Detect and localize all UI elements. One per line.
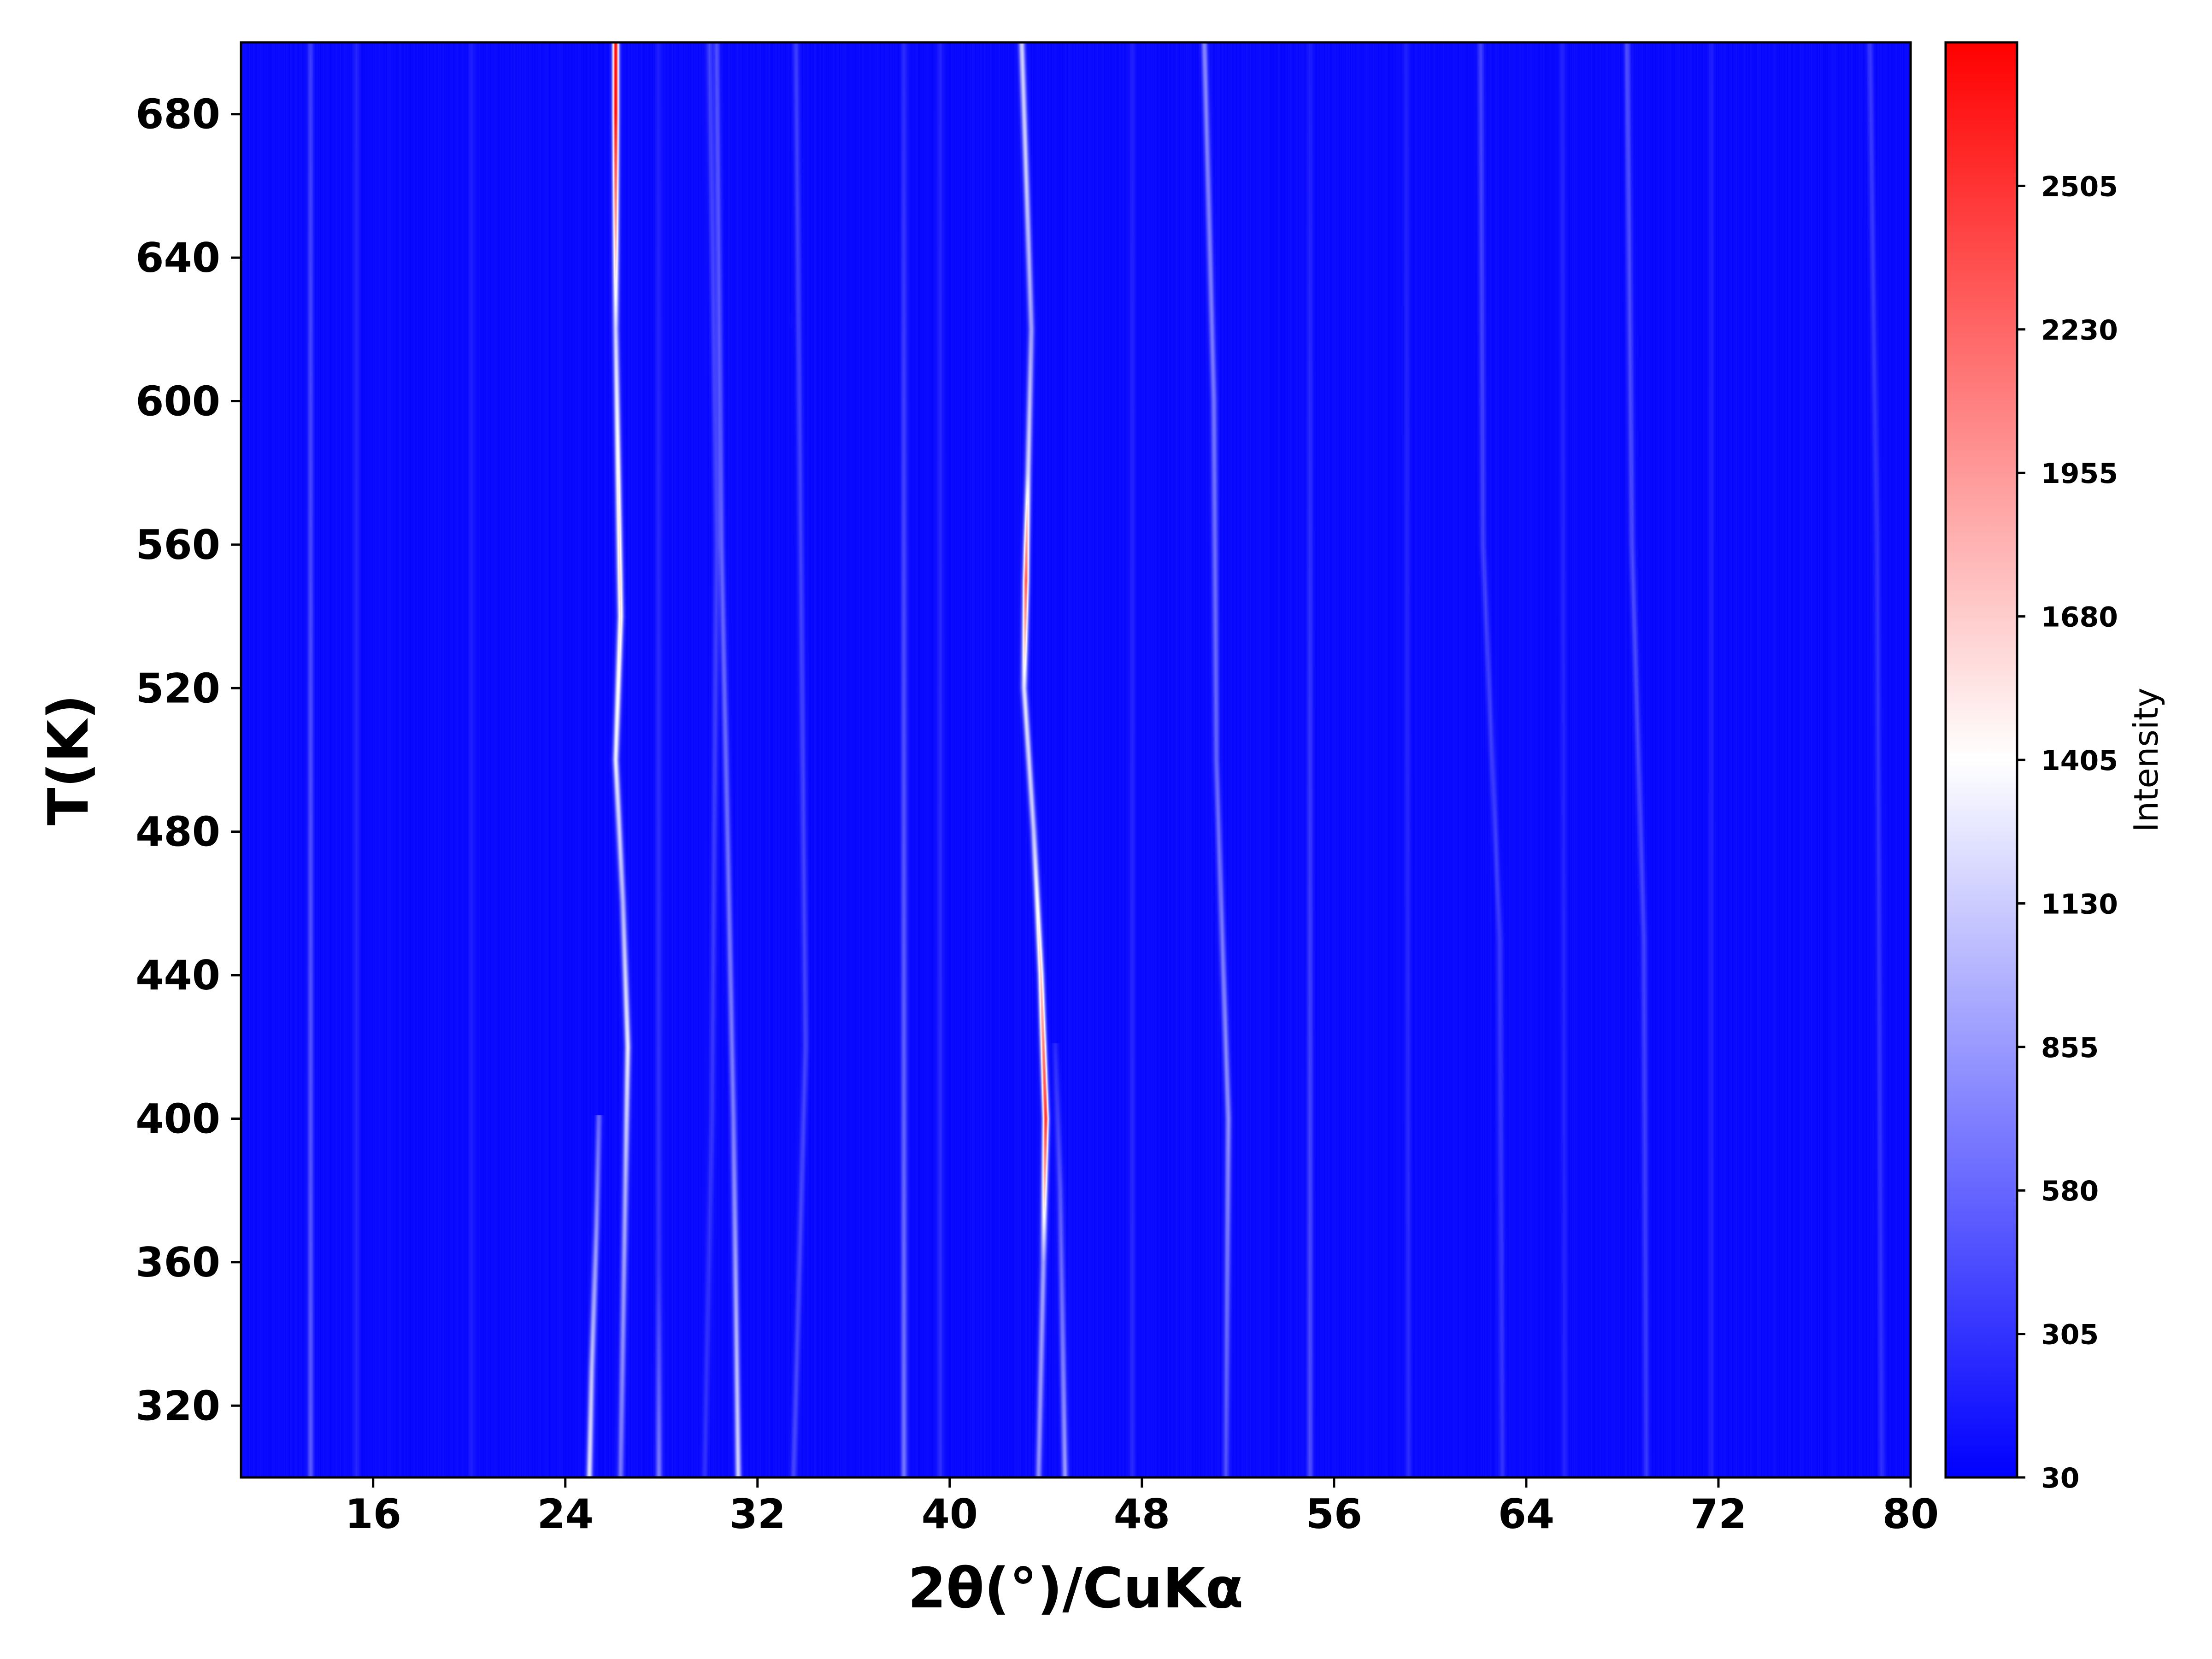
x-tick-label: 24 xyxy=(537,1490,594,1538)
y-tick-label: 680 xyxy=(135,91,220,138)
colorbar-gradient xyxy=(1944,41,2018,1479)
y-axis: 320 360 400 440 480 520 560 600 640 680 xyxy=(135,91,241,1430)
x-axis: 16 24 32 40 48 56 64 72 80 xyxy=(345,1477,1939,1538)
colorbar-tick-label: 2230 xyxy=(2041,314,2118,347)
colorbar: 30 305 580 855 1130 1405 1680 1955 2230 2505 Inte… xyxy=(1944,41,2165,1494)
y-tick-label: 440 xyxy=(135,952,220,999)
colorbar-tick-label: 305 xyxy=(2041,1319,2099,1351)
x-axis-title: 2θ(°)/CuKα xyxy=(908,1557,1243,1621)
y-tick-label: 480 xyxy=(135,808,220,856)
y-tick-label: 520 xyxy=(135,665,220,712)
colorbar-label: Intensity xyxy=(2127,688,2165,832)
y-tick-label: 400 xyxy=(135,1095,220,1143)
y-tick-label: 640 xyxy=(135,234,220,282)
x-tick-label: 72 xyxy=(1690,1490,1747,1538)
y-tick-label: 560 xyxy=(135,521,220,569)
colorbar-tick-label: 30 xyxy=(2041,1462,2080,1494)
x-tick-label: 64 xyxy=(1498,1490,1554,1538)
colorbar-tick-label: 1680 xyxy=(2041,601,2118,634)
heatmap-image-container xyxy=(241,42,1911,1477)
colorbar-tick-label: 1955 xyxy=(2041,458,2118,490)
x-tick-label: 48 xyxy=(1114,1490,1170,1538)
heatmap-plot-area xyxy=(240,41,1912,1479)
y-tick-label: 600 xyxy=(135,378,220,425)
colorbar-tick-label: 2505 xyxy=(2041,171,2118,203)
colorbar-tick-label: 1405 xyxy=(2041,745,2118,777)
x-tick-label: 40 xyxy=(922,1490,978,1538)
y-axis-title: T(K) xyxy=(37,694,101,826)
y-tick-label: 320 xyxy=(135,1382,220,1430)
x-tick-label: 80 xyxy=(1883,1490,1939,1538)
plot-frame xyxy=(240,41,1912,1479)
x-tick-label: 16 xyxy=(345,1490,401,1538)
x-tick-label: 32 xyxy=(729,1490,786,1538)
colorbar-tick-label: 855 xyxy=(2041,1032,2099,1064)
x-tick-label: 56 xyxy=(1306,1490,1362,1538)
y-tick-label: 360 xyxy=(135,1239,220,1286)
colorbar-tick-label: 1130 xyxy=(2041,888,2118,920)
colorbar-tick-label: 580 xyxy=(2041,1175,2099,1207)
colorbar-ticks: 30 305 580 855 1130 1405 1680 1955 2230 2505 xyxy=(2017,171,2118,1494)
heatmap-image xyxy=(241,42,1911,1477)
